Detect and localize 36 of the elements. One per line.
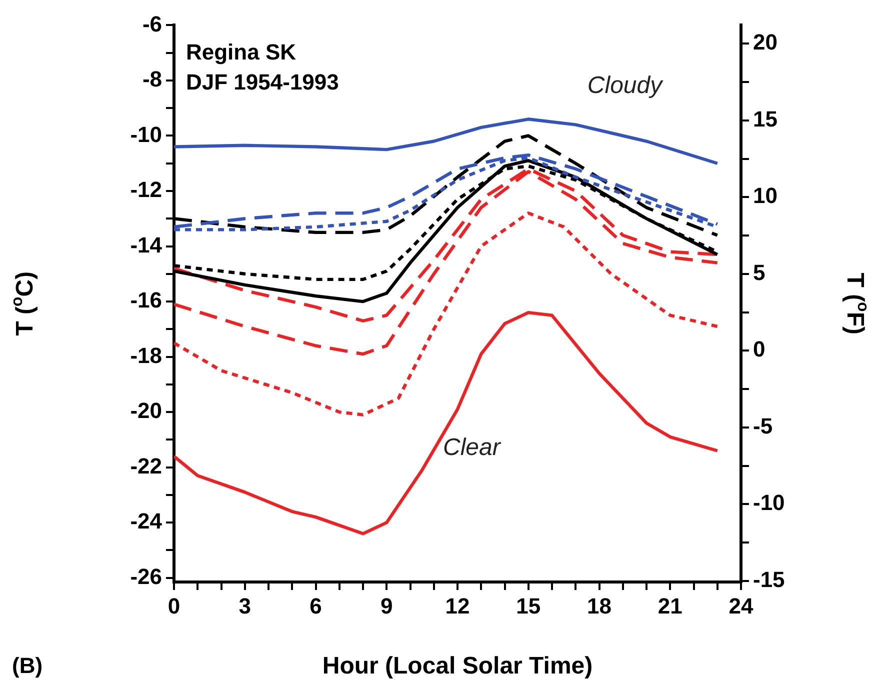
y-tick-label: -24 [130, 508, 163, 534]
y-tick-label: -12 [130, 177, 162, 202]
y2-axis-title: T (oF) [841, 272, 871, 334]
y2-tick-label: 5 [753, 260, 766, 285]
y2-tick-label: -15 [753, 566, 785, 592]
y-tick-label: -22 [130, 453, 162, 478]
y-axis-title: T (oC) [9, 271, 39, 336]
y-tick-label: -8 [142, 66, 162, 92]
y-tick-label: -18 [130, 342, 162, 368]
y-tick-label: -14 [130, 232, 163, 258]
x-tick-label: 6 [310, 593, 322, 618]
y2-tick-label: -10 [753, 490, 785, 516]
x-tick-label: 18 [587, 593, 612, 618]
y-tick-label: -20 [130, 398, 162, 424]
x-tick-label: 0 [168, 593, 180, 618]
x-tick-label: 12 [445, 593, 470, 618]
y2-tick-label: 0 [753, 336, 766, 362]
y-tick-label: -26 [130, 564, 162, 589]
x-tick-label: 9 [380, 593, 393, 618]
y-tick-label: -6 [142, 11, 162, 36]
y-tick-label: -10 [130, 122, 162, 147]
y-tick-label: -16 [130, 288, 162, 313]
x-tick-label: 3 [238, 593, 251, 618]
y2-tick-label: 10 [753, 183, 778, 208]
annotation: Cloudy [587, 72, 664, 100]
text: (B) [12, 653, 43, 678]
x-tick-label: 15 [516, 593, 541, 618]
annotation: Clear [442, 434, 502, 462]
x-tick-label: 21 [658, 593, 682, 618]
x-tick-label: 24 [728, 593, 754, 618]
y2-tick-label: 20 [753, 30, 778, 55]
y2-tick-label: -5 [753, 413, 773, 438]
y2-tick-label: 15 [753, 106, 778, 132]
x-axis-title: Hour (Local Solar Time) [322, 652, 593, 680]
annotation: Regina SK [186, 39, 296, 64]
annotation: DJF 1954-1993 [186, 69, 339, 94]
